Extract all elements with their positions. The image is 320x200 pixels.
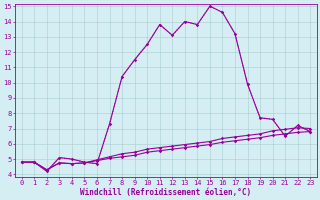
X-axis label: Windchill (Refroidissement éolien,°C): Windchill (Refroidissement éolien,°C) [80,188,252,197]
